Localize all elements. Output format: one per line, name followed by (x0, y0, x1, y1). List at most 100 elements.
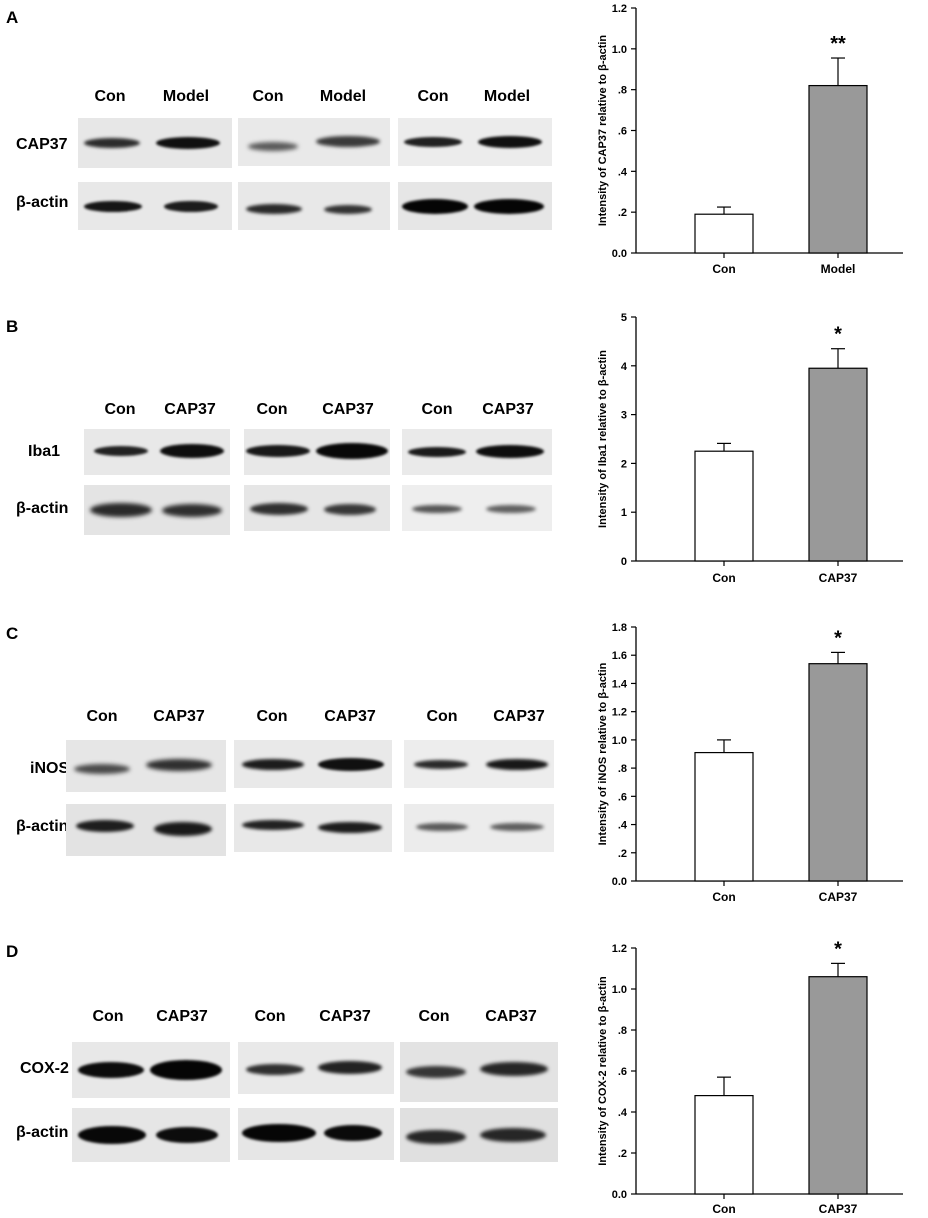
y-tick-label: .2 (618, 848, 627, 860)
blot-band (414, 760, 468, 769)
bar (694, 213, 754, 254)
blot-band (324, 1125, 382, 1141)
y-tick-label: .4 (618, 820, 628, 832)
y-tick-label: .2 (618, 1148, 627, 1160)
blot-band (478, 136, 542, 148)
y-tick-label: 0.0 (612, 248, 627, 260)
x-tick-label: Con (712, 262, 735, 276)
blot-band (78, 1126, 146, 1144)
blot-band (324, 205, 372, 214)
western-blot (234, 740, 392, 788)
blot-band (318, 822, 382, 833)
blot-band (246, 445, 310, 457)
y-tick-label: 1.0 (612, 735, 627, 747)
y-tick-label: 4 (621, 361, 628, 373)
bar-chart: 0.0 .2 .4 .6 .8 1.0 1.2 Con Model ** Intensity of … (597, 3, 903, 276)
blot-band (162, 504, 222, 517)
lane-label: Con (418, 1008, 450, 1025)
blot-band (76, 820, 134, 832)
x-tick-label: Con (712, 571, 735, 585)
panel-letter: A (6, 8, 19, 27)
row-label: β-actin (16, 1124, 69, 1141)
lane-label: Con (421, 401, 453, 418)
western-blot (244, 429, 390, 475)
blot-band (84, 201, 142, 212)
lane-label: Con (426, 708, 458, 725)
western-blot (238, 118, 390, 166)
bar-chart: 0.0 .2 .4 .6 .8 1.0 1.2 1.4 1.6 1.8 Con CAP37 * Inten… (597, 622, 903, 904)
blot-band (476, 445, 544, 458)
y-tick-label: 0.0 (612, 1189, 627, 1201)
y-tick-label: 1.2 (612, 707, 627, 719)
western-blot (78, 182, 232, 230)
blot-band (156, 1127, 218, 1143)
lane-label: CAP37 (322, 401, 374, 418)
lane-label: CAP37 (482, 401, 534, 418)
blot-band (406, 1066, 466, 1078)
lane-label: CAP37 (319, 1008, 371, 1025)
panel-letter: C (6, 624, 19, 643)
lane-label: CAP37 (493, 708, 545, 725)
panel-a: A Con Model Con Model Con Model CAP37 β-… (0, 0, 928, 290)
bar (694, 1095, 754, 1195)
western-blot (234, 804, 392, 852)
blot-band (84, 138, 140, 148)
western-blot (84, 485, 230, 535)
lane-label: Con (104, 401, 136, 418)
lane-label: Con (252, 88, 284, 105)
y-tick-label: 3 (621, 410, 627, 422)
x-tick-label: CAP37 (819, 890, 858, 904)
lane-label: Con (256, 708, 288, 725)
western-blot (400, 1042, 558, 1102)
lane-label: CAP37 (153, 708, 205, 725)
blot-band (160, 444, 224, 458)
blot-band (318, 1061, 382, 1074)
blot-band (416, 823, 468, 831)
y-tick-label: 0.0 (612, 876, 627, 888)
significance-marker: * (834, 627, 842, 649)
panel-c: C Con CAP37 Con CAP37 Con CAP37 iNOS β-a… (0, 612, 928, 912)
y-tick-label: .8 (618, 85, 627, 97)
y-tick-label: 5 (621, 312, 627, 324)
panel-letter: B (6, 317, 19, 336)
western-blot (402, 429, 552, 475)
row-label: COX-2 (20, 1060, 69, 1077)
significance-marker: * (834, 938, 842, 960)
blot-band (480, 1128, 546, 1142)
y-tick-label: .6 (618, 791, 627, 803)
row-label: β-actin (16, 818, 69, 835)
blot-band (74, 764, 130, 774)
western-blot (238, 1042, 394, 1094)
western-blot (398, 182, 552, 230)
lane-label: CAP37 (324, 708, 376, 725)
lane-label: Con (94, 88, 126, 105)
blot-band (146, 759, 212, 771)
y-axis-label: Intensity of CAP37 relative to β-actin (597, 35, 609, 227)
blot-band (248, 142, 298, 151)
lane-label: Model (483, 88, 531, 105)
lane-label: Model (162, 88, 210, 105)
row-label: β-actin (16, 500, 69, 517)
lane-label: Con (256, 401, 288, 418)
blot-band (90, 503, 152, 517)
y-tick-label: 1 (621, 507, 627, 519)
western-blot (238, 1108, 394, 1160)
row-label: Iba1 (28, 443, 61, 460)
row-label: β-actin (16, 194, 69, 211)
y-tick-label: 1.8 (612, 622, 627, 634)
panel-b: B Con CAP37 Con CAP37 Con CAP37 Iba1 β-a… (0, 305, 928, 590)
y-tick-label: 1.2 (612, 3, 627, 15)
western-blot (78, 118, 232, 168)
blot-band (480, 1062, 548, 1076)
row-label: iNOS (30, 760, 70, 777)
blot-band (316, 136, 380, 147)
bar-chart: 0.0 .2 .4 .6 .8 1.0 1.2 Con CAP37 * Intensity of C… (597, 938, 903, 1216)
blot-band (154, 822, 212, 836)
lane-label: Con (254, 1008, 286, 1025)
y-tick-label: 1.2 (612, 943, 627, 955)
blot-band (408, 447, 466, 457)
row-label: CAP37 (16, 136, 68, 153)
x-tick-label: Model (821, 262, 856, 276)
western-blot (72, 1042, 230, 1098)
blot-band (316, 443, 388, 459)
